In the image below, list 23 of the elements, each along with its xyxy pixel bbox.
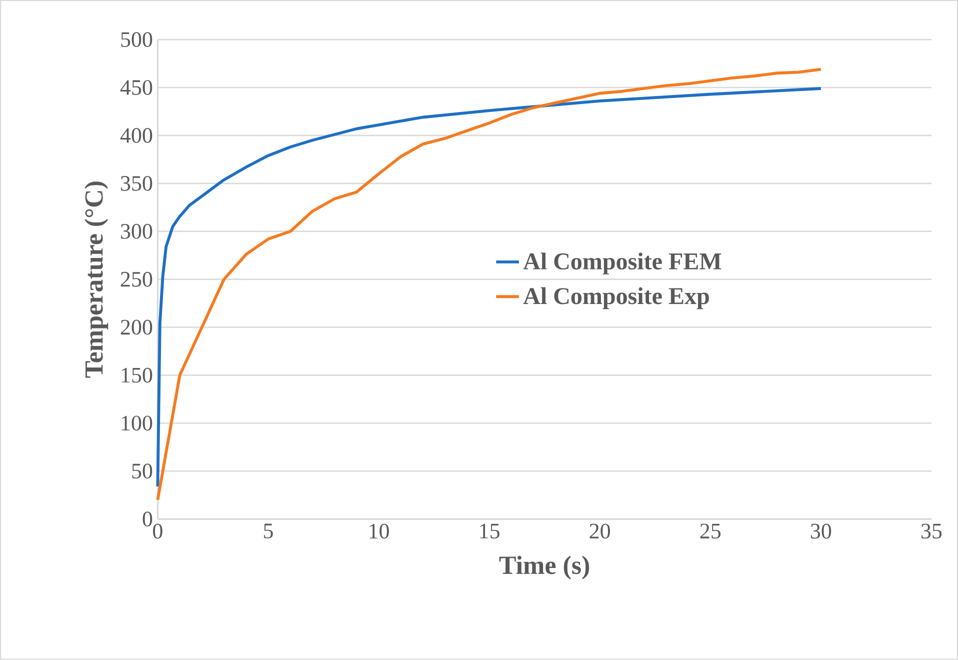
- y-tick-label: 350: [120, 176, 152, 191]
- y-tick-label: 100: [122, 416, 152, 431]
- y-tick-label: 150: [122, 368, 152, 383]
- x-tick-label: 15: [480, 524, 500, 539]
- y-tick-label: 500: [121, 32, 152, 48]
- x-tick-label: 35: [921, 524, 942, 539]
- y-axis-title: Temperature (°C): [84, 182, 108, 378]
- x-axis-title: Time (s): [499, 556, 590, 580]
- legend-label: Al Composite Exp: [523, 287, 709, 310]
- y-tick-label: 450: [120, 80, 152, 96]
- x-tick-label: 20: [590, 524, 610, 539]
- y-tick-label: 200: [120, 320, 152, 335]
- x-tick-label: 5: [264, 524, 273, 539]
- y-tick-label: 50: [132, 464, 152, 479]
- y-tick-label: 0: [142, 512, 152, 527]
- y-tick-label: 250: [120, 272, 152, 287]
- legend-label: Al Composite FEM: [523, 252, 722, 275]
- x-tick-label: 10: [370, 524, 389, 539]
- x-tick-label: 25: [700, 524, 721, 539]
- x-tick-label: 30: [810, 524, 832, 539]
- y-tick-label: 400: [120, 128, 152, 144]
- y-tick-label: 300: [120, 224, 152, 239]
- x-tick-label: 0: [153, 524, 162, 539]
